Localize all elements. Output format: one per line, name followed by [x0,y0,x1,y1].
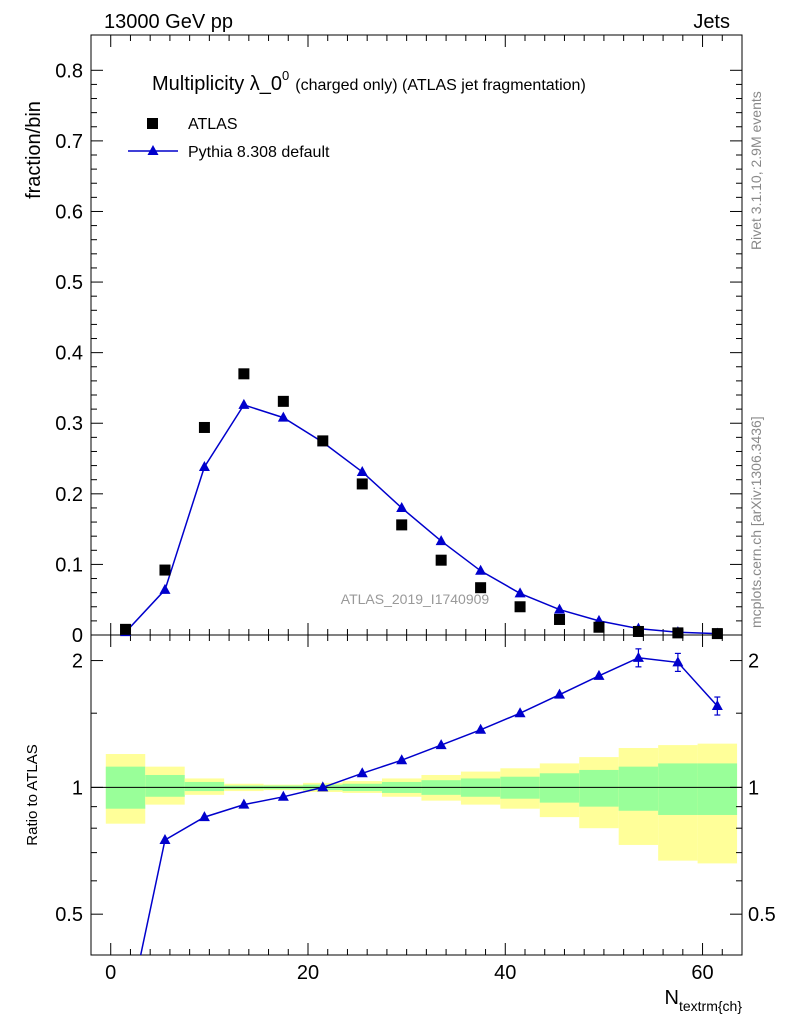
ratio-ytick-label-right-0: 0.5 [748,904,776,926]
xtick-label-0: 0 [105,962,116,984]
main-pythia-point-7 [396,501,408,512]
main-ytick-label-7: 0.7 [55,131,83,153]
axis-ticks: 00.10.20.30.40.50.60.70.80.5 0.51 12 20 20 40… [55,35,776,984]
main-ytick-label-6: 0.6 [55,201,83,223]
ratio-pythia-point-10 [514,707,526,718]
main-y-axis-label: fraction/bin [23,101,45,199]
legend-atlas-label: ATLAS [188,116,238,133]
x-axis-label: Ntextrm{ch} [665,987,743,1014]
band-inner-13 [618,766,659,811]
ratio-panel-frame [90,634,743,956]
x-axis-label-sub: textrm{ch} [679,998,742,1014]
plot-title: Multiplicity λ_00 (charged only) (ATLAS j… [152,68,586,95]
x-axis-label-main: N [665,987,679,1009]
main-atlas-point-11 [554,613,566,625]
ratio-y-axis-label: Ratio to ATLAS [24,744,41,845]
band-inner-15 [697,763,738,815]
band-inner-11 [539,773,580,803]
main-pythia-point-6 [356,465,368,476]
band-inner-2 [184,781,225,792]
xtick-label-1: 20 [297,962,319,984]
main-atlas-point-1 [159,564,171,576]
band-inner-1 [145,774,185,797]
main-atlas-point-4 [277,395,289,407]
main-ytick-label-1: 0.1 [55,554,83,576]
main-pythia-point-9 [475,564,487,575]
main-atlas-point-10 [514,601,526,613]
ratio-pythia-point-1 [159,834,171,845]
ratio-pythia-point-2 [198,811,210,822]
main-ytick-label-5: 0.5 [55,272,83,294]
main-pythia-point-1 [159,583,171,594]
xtick-label-3: 60 [691,962,713,984]
legend-pythia-label: Pythia 8.308 default [188,144,330,161]
ratio-pythia-point-5 [317,781,329,792]
main-ytick-label-4: 0.4 [55,343,83,365]
main-atlas-point-2 [198,421,210,433]
main-atlas-point-12 [593,621,605,633]
main-pythia-point-8 [435,535,447,546]
ratio-pythia-point-9 [475,723,487,734]
mcplots-label: mcplots.cern.ch [arXiv:1306.3436] [748,416,764,628]
main-pythia-point-2 [198,461,210,471]
main-ytick-label-0: 0 [72,625,83,647]
ratio-ytick-label-left-2: 2 [72,651,83,673]
title-suffix: (charged only) (ATLAS jet fragmentation) [295,77,586,94]
uncertainty-bands [91,743,742,864]
series-layer [120,368,723,955]
ratio-ytick-label-left-0: 0.5 [55,904,83,926]
main-pythia-point-3 [238,398,250,409]
main-atlas-point-9 [475,582,487,594]
main-atlas-point-7 [396,519,408,531]
main-atlas-point-6 [356,478,368,490]
main-atlas-point-15 [711,628,723,640]
band-inner-14 [658,763,698,815]
ratio-ytick-label-right-2: 2 [748,651,759,673]
ratio-ytick-label-left-1: 1 [72,777,83,799]
ratio-pythia-point-8 [435,739,447,750]
ratio-series-group [139,648,723,955]
ratio-pythia-point-6 [356,767,368,778]
title-superscript: 0 [282,68,289,83]
ratio-pythia-point-11 [554,688,566,699]
main-atlas-point-14 [672,627,684,639]
header-right: Jets [693,11,730,33]
title-main: Multiplicity λ_0 [152,73,282,95]
main-pythia-point-4 [277,411,289,422]
rivet-version-label: Rivet 3.1.10, 2.9M events [748,91,764,250]
main-pythia-point-11 [554,603,566,614]
ratio-pythia-point-3 [238,798,250,809]
main-atlas-point-3 [238,368,250,380]
ratio-pythia-point-12 [593,669,605,680]
header-left: 13000 GeV pp [104,11,233,33]
main-pythia-line [124,404,718,635]
analysis-watermark: ATLAS_2019_I1740909 [341,591,490,607]
main-atlas-point-8 [435,554,447,566]
ratio-pythia-point-7 [396,754,408,765]
main-pythia-point-10 [514,587,526,598]
band-inner-12 [579,769,619,807]
main-atlas-point-13 [632,625,644,637]
xtick-label-2: 40 [494,962,516,984]
main-ytick-label-2: 0.2 [55,484,83,506]
main-atlas-point-0 [120,623,132,635]
ratio-pythia-point-4 [277,790,289,801]
legend-pythia-marker [147,145,159,155]
ratio-ytick-label-right-1: 1 [748,777,759,799]
legend-atlas-marker [147,118,158,129]
main-atlas-point-5 [317,435,329,447]
legend: ATLAS Pythia 8.308 default [128,116,330,161]
main-ytick-label-8: 0.8 [55,60,83,82]
main-ytick-label-3: 0.3 [55,413,83,435]
ratio-pythia-line [139,657,718,955]
